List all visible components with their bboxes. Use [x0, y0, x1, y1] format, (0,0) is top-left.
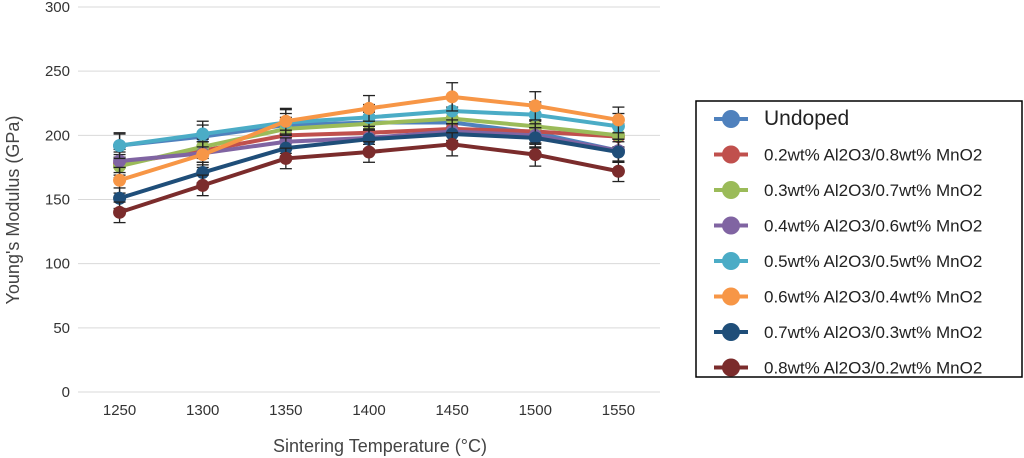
legend-item: 0.6wt% Al2O3/0.4wt% MnO2	[714, 287, 982, 307]
y-tick-label: 100	[45, 256, 70, 273]
legend-label: 0.5wt% Al2O3/0.5wt% MnO2	[764, 252, 982, 271]
data-point	[279, 151, 293, 165]
data-point	[196, 178, 210, 192]
data-point	[113, 173, 127, 187]
legend-swatch-marker	[722, 110, 740, 128]
y-tick-label: 250	[45, 63, 70, 80]
legend-item: 0.3wt% Al2O3/0.7wt% MnO2	[714, 181, 982, 200]
legend-label: 0.7wt% Al2O3/0.3wt% MnO2	[764, 323, 982, 342]
x-tick-label: 1450	[435, 402, 468, 419]
y-tick-label: 0	[62, 384, 70, 401]
x-tick-labels: 1250 1300 1350 1400 1450 1500 1550	[103, 402, 635, 419]
legend-items: Undoped 0.2wt% Al2O3/0.8wt% MnO2 0.3wt% Al…	[714, 107, 982, 378]
legend-swatch-marker	[722, 181, 740, 199]
x-tick-label: 1250	[103, 402, 136, 419]
y-tick-labels: 0 50 100 150 200 250 300	[45, 0, 70, 401]
legend-item: 0.5wt% Al2O3/0.5wt% MnO2	[714, 252, 982, 271]
data-point	[445, 90, 459, 104]
legend-label: 0.2wt% Al2O3/0.8wt% MnO2	[764, 146, 982, 165]
data-point	[113, 139, 127, 153]
x-tick-label: 1550	[602, 402, 635, 419]
legend-label: 0.4wt% Al2O3/0.6wt% MnO2	[764, 217, 982, 236]
data-point	[113, 154, 127, 168]
data-point	[362, 145, 376, 159]
legend-label: 0.6wt% Al2O3/0.4wt% MnO2	[764, 288, 982, 307]
y-tick-label: 300	[45, 0, 70, 16]
data-point	[196, 127, 210, 141]
legend-item: 0.8wt% Al2O3/0.2wt% MnO2	[714, 358, 982, 378]
legend-item: 0.7wt% Al2O3/0.3wt% MnO2	[714, 323, 982, 342]
legend-swatch-marker	[722, 323, 740, 341]
data-point	[611, 113, 625, 127]
legend-swatch-marker	[722, 252, 740, 270]
data-point	[528, 148, 542, 162]
legend-swatch-marker	[722, 358, 740, 377]
data-point	[611, 164, 625, 178]
data-point	[362, 101, 376, 115]
x-tick-label: 1300	[186, 402, 219, 419]
data-point	[196, 166, 210, 180]
x-tick-label: 1500	[519, 402, 552, 419]
x-tick-label: 1400	[352, 402, 385, 419]
y-tick-label: 150	[45, 192, 70, 209]
legend-swatch-marker	[722, 216, 740, 235]
x-axis-title: Sintering Temperature (°C)	[273, 436, 487, 456]
legend-label: 0.3wt% Al2O3/0.7wt% MnO2	[764, 181, 982, 200]
series-8	[113, 132, 625, 224]
legend-item: Undoped	[714, 107, 849, 130]
legend-label: 0.8wt% Al2O3/0.2wt% MnO2	[764, 359, 982, 378]
x-tick-label: 1350	[269, 402, 302, 419]
y-tick-label: 200	[45, 127, 70, 144]
data-point	[113, 205, 127, 219]
data-point	[611, 145, 625, 159]
y-axis-title: Young's Modulus (GPa)	[3, 116, 23, 305]
legend-box	[695, 100, 1023, 378]
data-point	[279, 114, 293, 128]
legend-swatch-marker	[722, 287, 740, 306]
y-tick-label: 50	[53, 320, 70, 337]
legend-item: 0.4wt% Al2O3/0.6wt% MnO2	[714, 216, 982, 236]
legend-swatch-marker	[722, 145, 740, 164]
data-point	[196, 148, 210, 162]
legend-label: Undoped	[764, 107, 849, 130]
legend-item: 0.2wt% Al2O3/0.8wt% MnO2	[714, 145, 982, 165]
data-point	[528, 99, 542, 113]
data-point	[445, 137, 459, 151]
data-point	[362, 132, 376, 146]
series-layer	[113, 82, 625, 224]
data-point	[528, 131, 542, 145]
legend: Undoped 0.2wt% Al2O3/0.8wt% MnO2 0.3wt% Al…	[695, 100, 1023, 378]
